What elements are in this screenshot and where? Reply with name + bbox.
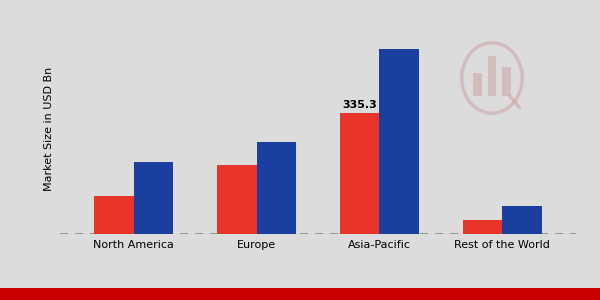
Bar: [463, 220, 502, 234]
Bar: [473, 73, 482, 97]
Bar: [379, 49, 419, 234]
Bar: [488, 56, 496, 97]
Bar: [94, 196, 134, 234]
Bar: [134, 162, 173, 234]
Bar: [257, 142, 296, 234]
Bar: [502, 206, 542, 234]
Bar: [502, 67, 511, 97]
Text: 335.3: 335.3: [343, 100, 377, 110]
Y-axis label: Market Size in USD Bn: Market Size in USD Bn: [44, 67, 55, 191]
Bar: [340, 112, 379, 234]
Bar: [217, 165, 257, 234]
